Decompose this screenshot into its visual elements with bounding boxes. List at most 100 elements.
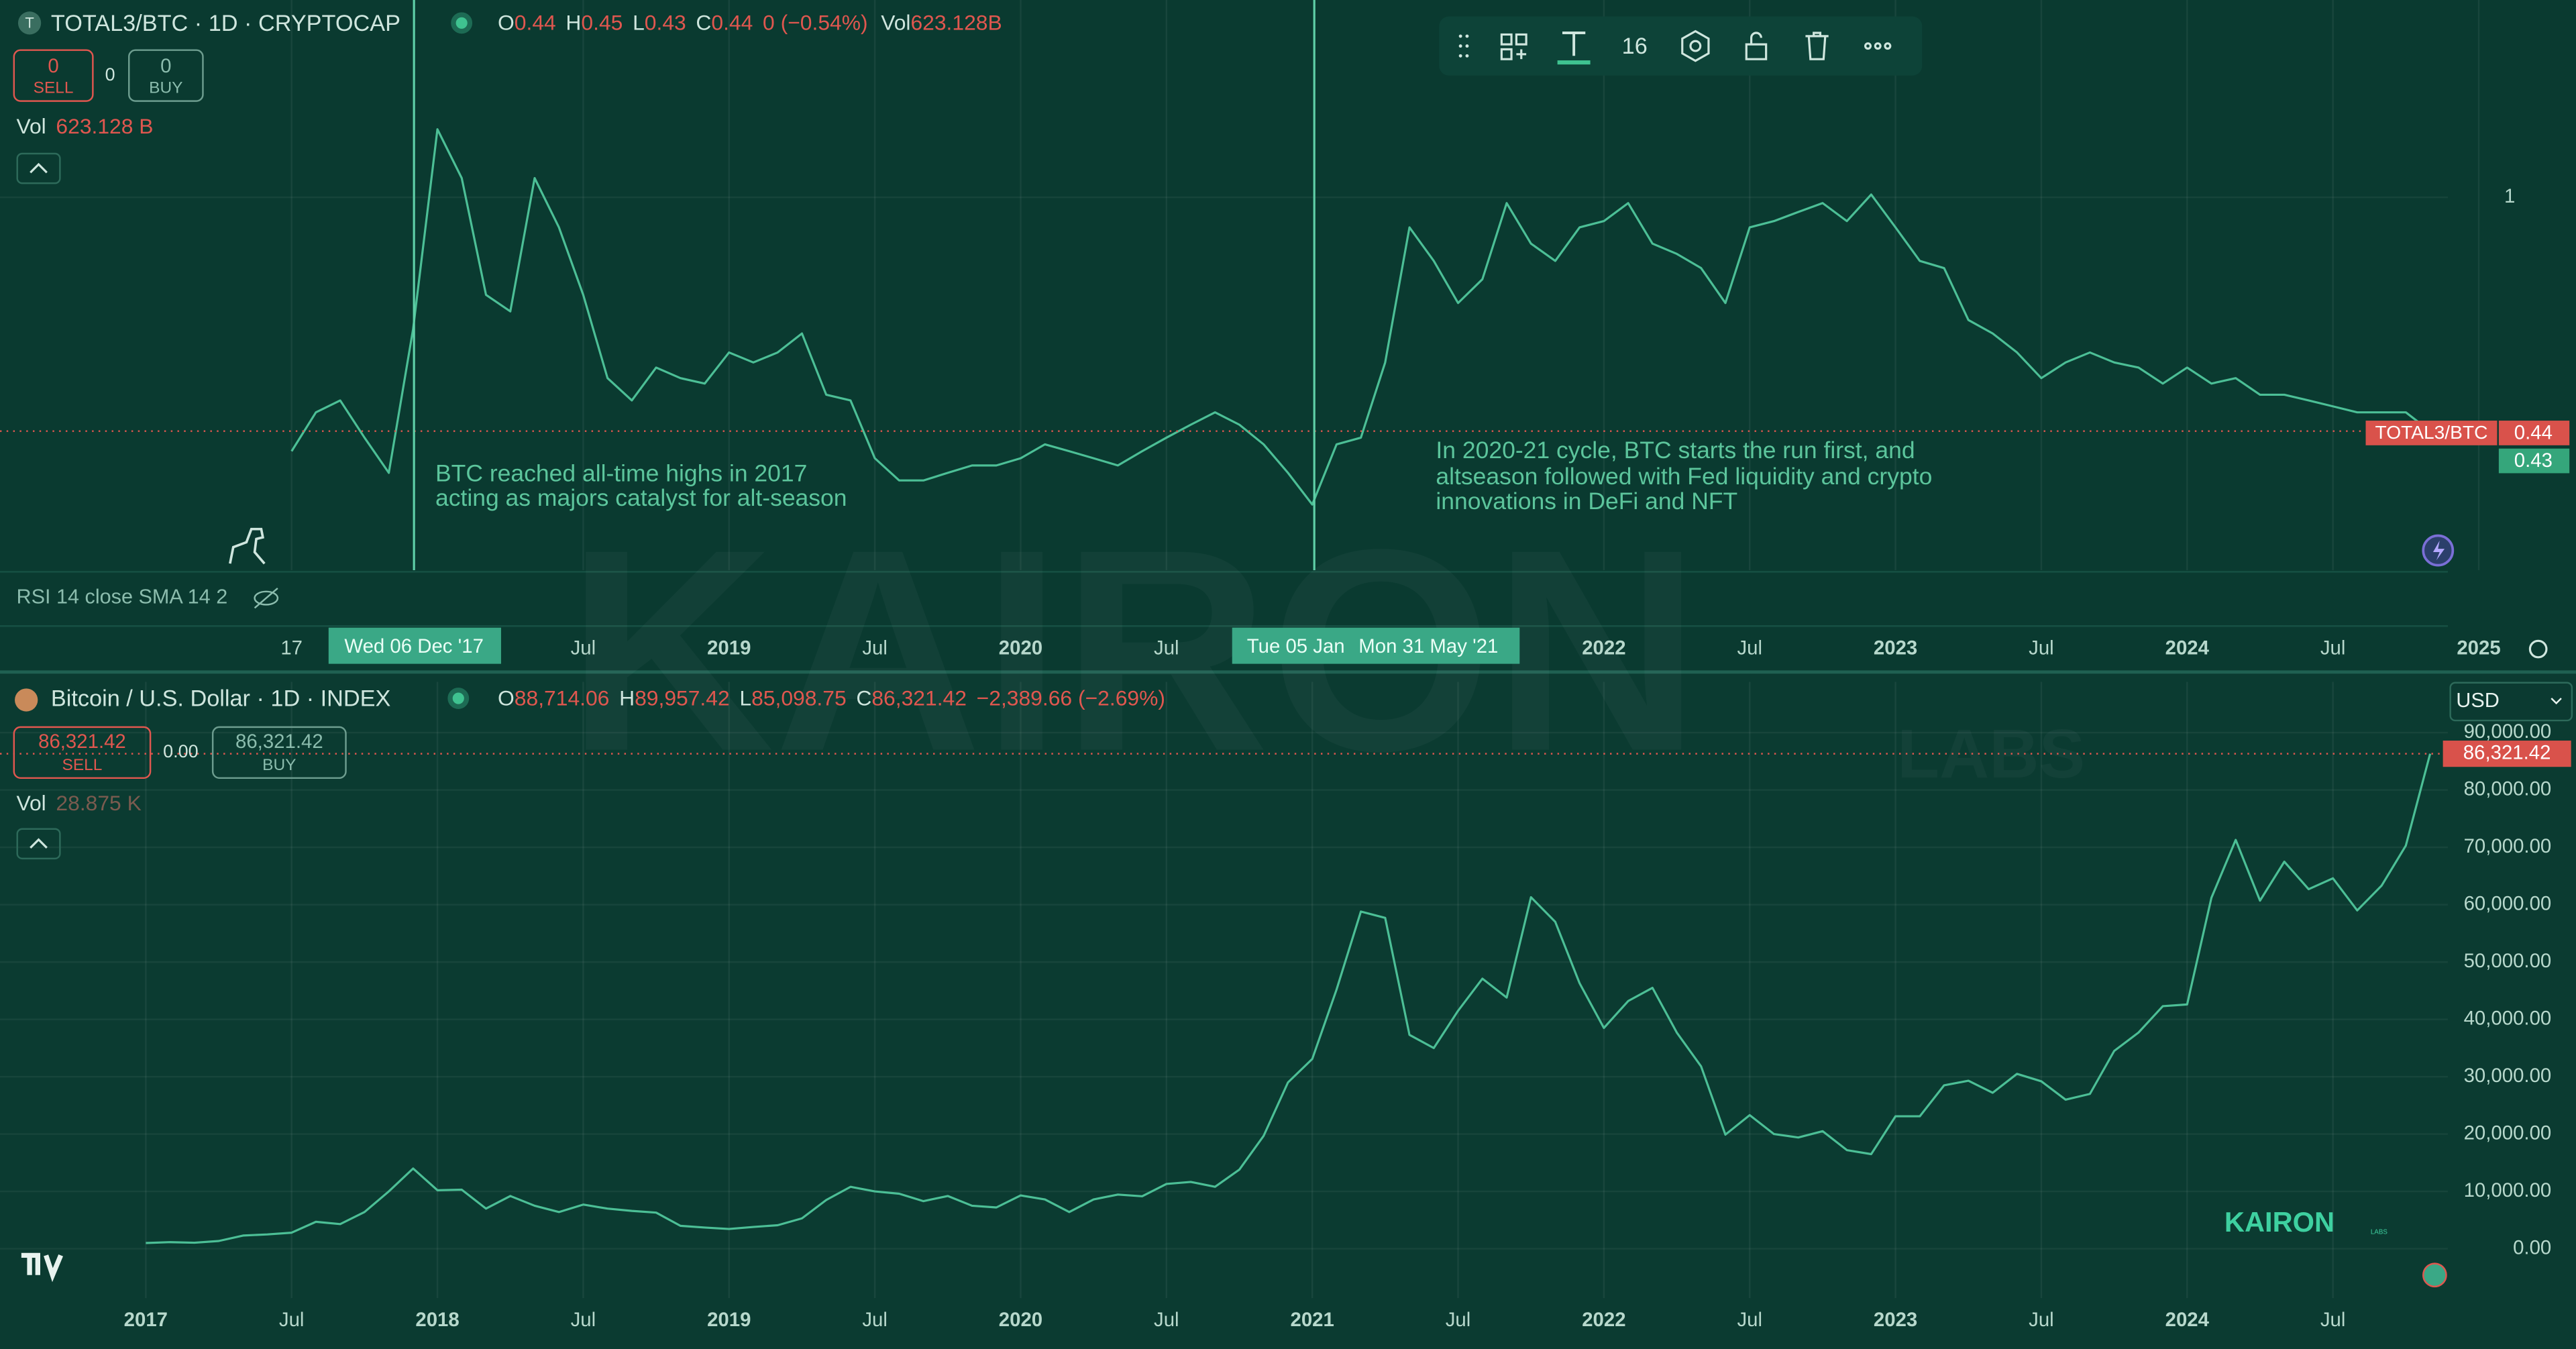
collapse-icon <box>30 162 48 174</box>
chart-title[interactable]: TOTAL3/BTC · 1D · CRYPTOCAP <box>51 11 400 36</box>
buy-price: 0 <box>160 55 171 77</box>
delete-icon[interactable] <box>1805 32 1829 60</box>
collapse-button[interactable] <box>16 152 61 184</box>
last-price-label: 86,321.42 <box>2463 741 2551 763</box>
x-tick-label: Jul <box>1154 637 1179 659</box>
grid <box>0 0 2480 1299</box>
x-tick-label: Jul <box>279 1309 305 1331</box>
y-tick-label: 90,000.00 <box>2464 720 2552 743</box>
lock-icon[interactable] <box>1745 32 1768 60</box>
ohlc-label: C <box>696 11 711 35</box>
ohlc-label: L <box>633 11 645 35</box>
last-price-box <box>2443 741 2571 767</box>
ohlc-change: −2,389.66 (−2.69%) <box>977 686 1165 710</box>
ohlc-value: 623.128B <box>910 11 1002 35</box>
price-line <box>290 128 2431 506</box>
x-tick-label: Jul <box>2029 637 2054 659</box>
buy-label: BUY <box>149 79 182 97</box>
top-panel <box>0 0 2576 671</box>
symbol-icon <box>17 11 42 35</box>
ohlc-value: 88,714.06 <box>515 686 610 710</box>
volume-label: Vol <box>16 792 46 816</box>
collapse-button[interactable] <box>16 828 61 860</box>
x-tick-label: 2020 <box>999 1309 1042 1331</box>
annotation[interactable]: acting as majors catalyst for alt-season <box>435 484 847 511</box>
ohlc-label: O <box>498 686 515 710</box>
ohlc-value: 0.44 <box>515 11 556 35</box>
more-dot[interactable] <box>1884 42 1892 50</box>
alert-icon[interactable] <box>2422 1262 2447 1288</box>
price-label: 0.44 <box>2514 421 2553 443</box>
y-tick-label: 40,000.00 <box>2464 1007 2552 1029</box>
volume-value: 28.875 K <box>56 792 141 816</box>
hide-icon-eye <box>254 590 279 606</box>
price-label: 0.43 <box>2514 449 2553 472</box>
y-tick-label: 50,000.00 <box>2464 950 2552 972</box>
chart-title[interactable]: Bitcoin / U.S. Dollar · 1D · INDEX <box>51 686 391 712</box>
x-tick-label: 2021 <box>1291 1309 1334 1331</box>
x-tick-label: 2024 <box>2165 637 2210 659</box>
x-tick-label: 2023 <box>1874 1309 1917 1331</box>
x-tick-label: Jul <box>571 637 596 659</box>
ohlc: O88,714.06 H89,957.42 L85,098.75 C86,321.42… <box>498 686 1165 710</box>
currency-select[interactable] <box>2449 682 2573 722</box>
alert-bolt <box>2432 540 2445 561</box>
ohlc-value: 86,321.42 <box>871 686 967 710</box>
price-label-box <box>2498 448 2570 474</box>
x-tick-label: Jul <box>862 637 888 659</box>
buy-button[interactable] <box>128 49 204 102</box>
buy-button[interactable] <box>211 726 347 779</box>
annotation[interactable]: innovations in DeFi and NFT <box>1436 488 1737 515</box>
x-tick-label: Jul <box>862 1309 888 1331</box>
settings-gear[interactable] <box>2528 639 2548 659</box>
ohlc-value: 85,098.75 <box>751 686 847 710</box>
y-tick-label: 80,000.00 <box>2464 777 2552 800</box>
price-label-box <box>2498 421 2570 445</box>
last-price-group: 86,321.42 <box>2443 741 2571 767</box>
annotation[interactable]: In 2020-21 cycle, BTC starts the run fir… <box>1436 437 1915 464</box>
x-tick-label: 2019 <box>707 1309 751 1331</box>
x-tick-label: 2022 <box>1582 637 1625 659</box>
drawing-toolbar <box>1439 16 1923 76</box>
settings-icon[interactable] <box>1681 30 1710 62</box>
status-dot <box>451 12 473 34</box>
more-dot[interactable] <box>1874 42 1882 50</box>
ohlc: O0.44 H0.45 L0.43 C0.44 0 (−0.54%) Vol623.128… <box>498 11 1002 35</box>
annotation[interactable]: altseason followed with Fed liquidity an… <box>1436 463 1932 490</box>
ohlc-value: 0.45 <box>581 11 623 35</box>
settings-icon-center <box>1689 40 1702 52</box>
x-tick-label: 2022 <box>1582 1309 1625 1331</box>
hide-icon[interactable] <box>254 587 279 609</box>
crosshair-label: Mon 31 May '21 <box>1358 635 1498 657</box>
plots <box>0 128 2448 1244</box>
x-tick-label: Jul <box>1154 1309 1179 1331</box>
kairon-logo: KAIRON <box>2224 1206 2334 1238</box>
volume-value: 623.128 B <box>56 114 153 138</box>
text-icon[interactable] <box>1562 32 1586 56</box>
crosshair-box <box>1232 627 1520 664</box>
x-tick-label: 2023 <box>1874 637 1917 659</box>
more-dot[interactable] <box>1864 42 1872 50</box>
template-icon[interactable] <box>1500 33 1527 60</box>
volume-label: Vol <box>16 114 46 138</box>
x-tick-label: Jul <box>1446 1309 1471 1331</box>
drag-handle[interactable] <box>1458 34 1469 58</box>
ohlc-value: 0.44 <box>711 11 753 35</box>
sell-button[interactable] <box>13 726 152 779</box>
dino-icon[interactable] <box>229 527 266 565</box>
crosshair-label: Wed 06 Dec '17 <box>344 635 484 657</box>
x-tick-label: 2024 <box>2165 1309 2210 1331</box>
x-tick-label: Jul <box>571 1309 596 1331</box>
x-tick-label: 2025 <box>2457 637 2500 659</box>
price-label-name: TOTAL3/BTC <box>2375 422 2488 443</box>
y-tick-label: 30,000.00 <box>2464 1065 2552 1087</box>
font-size[interactable]: 16 <box>1622 34 1648 59</box>
currency-chevron <box>2551 698 2562 705</box>
symbol-icon-letter: T <box>25 14 34 31</box>
sell-price: 0 <box>48 55 58 77</box>
price-label-box <box>2365 421 2498 445</box>
sell-button[interactable] <box>13 49 94 102</box>
annotation[interactable]: BTC reached all-time highs in 2017 <box>435 460 807 486</box>
tradingview-logo[interactable] <box>21 1252 64 1283</box>
